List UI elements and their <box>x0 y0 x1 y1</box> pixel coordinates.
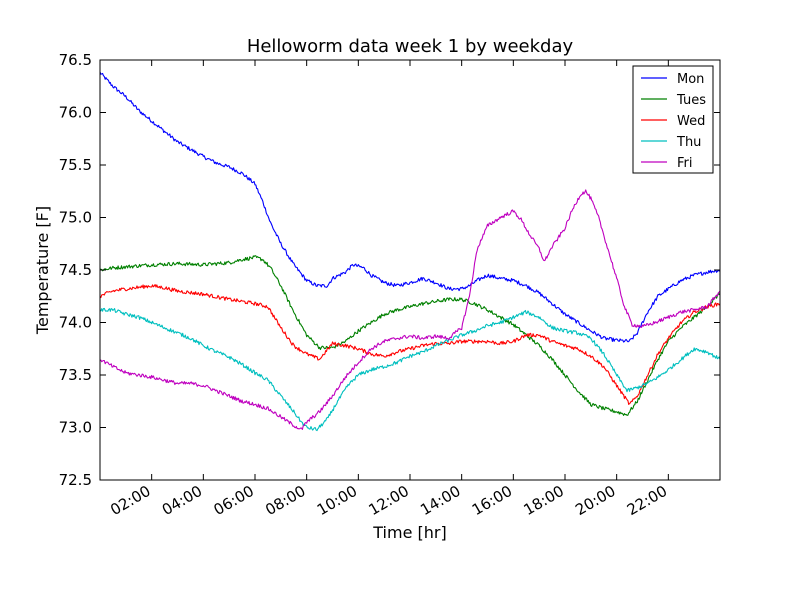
x-tick-label: 22:00 <box>624 482 670 519</box>
legend-label-mon: Mon <box>677 72 704 87</box>
x-tick-label: 10:00 <box>314 482 360 519</box>
y-tick-label: 74.5 <box>59 261 92 279</box>
y-tick-label: 72.5 <box>59 471 92 489</box>
legend-label-tues: Tues <box>676 93 706 108</box>
plot-frame <box>99 59 721 481</box>
y-tick-label: 75.5 <box>59 156 92 174</box>
legend: Mon Tues Wed Thu Fri <box>632 65 714 174</box>
x-tick-label: 14:00 <box>417 482 463 519</box>
x-tick-label: 08:00 <box>262 482 308 519</box>
y-tick-label: 73.0 <box>59 419 92 437</box>
y-tick-label: 75.0 <box>59 209 92 227</box>
x-tick-label: 16:00 <box>469 482 515 519</box>
series-line-fri <box>99 189 721 430</box>
x-tick-label: 06:00 <box>211 482 257 519</box>
x-tick-label: 02:00 <box>107 482 153 519</box>
y-tick-label: 73.5 <box>59 366 92 384</box>
x-tick-label: 04:00 <box>159 482 205 519</box>
legend-label-thu: Thu <box>676 135 701 150</box>
x-tick-label: 12:00 <box>366 482 412 519</box>
series-line-tues <box>99 255 721 416</box>
series-line-mon <box>99 71 721 343</box>
series-layer <box>99 71 721 432</box>
x-tick-label: 20:00 <box>572 482 618 519</box>
chart-title: Helloworm data week 1 by weekday <box>247 36 574 57</box>
y-axis-label: Temperature [F] <box>33 206 52 335</box>
x-axis-label: Time [hr] <box>372 523 446 542</box>
y-tick-label: 76.5 <box>59 51 92 69</box>
series-line-thu <box>99 307 721 432</box>
x-tick-label: 18:00 <box>521 482 567 519</box>
y-tick-label: 76.0 <box>59 104 92 122</box>
series-line-wed <box>99 284 721 405</box>
y-tick-label: 74.0 <box>59 314 92 332</box>
legend-label-fri: Fri <box>677 156 693 171</box>
legend-label-wed: Wed <box>677 114 705 129</box>
